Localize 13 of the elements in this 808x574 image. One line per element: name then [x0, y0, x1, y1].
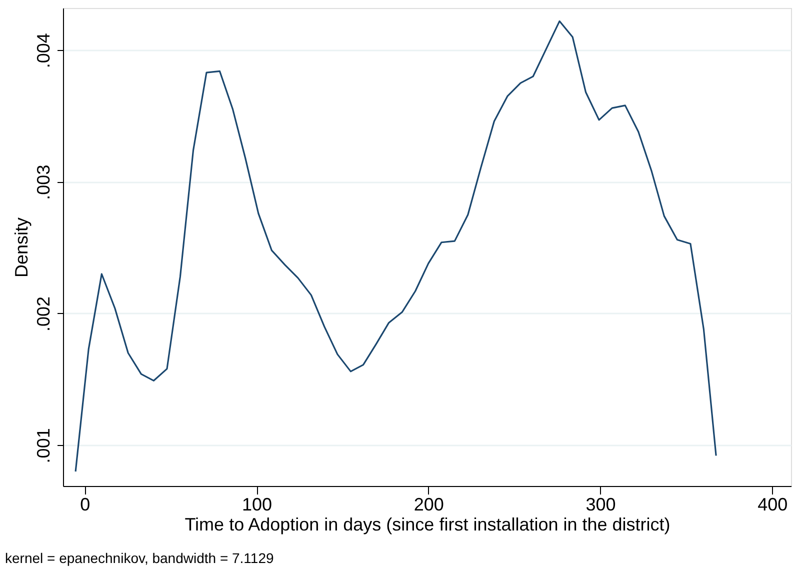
- x-tick-label: 100: [242, 494, 272, 514]
- y-tick-label: .004: [34, 33, 54, 68]
- text: kernel = epanechnikov, bandwidth = 7.1129: [5, 550, 274, 566]
- x-tick-label: 400: [758, 494, 788, 514]
- line-series: [74, 20, 717, 472]
- y-tick-label: .003: [34, 164, 54, 200]
- y-axis-title: Density: [12, 217, 32, 278]
- y-tick-label: .002: [34, 296, 54, 332]
- x-tick-label: 0: [80, 494, 90, 514]
- x-tick-label: 200: [414, 494, 444, 514]
- x-tick-label: 300: [586, 494, 616, 514]
- y-tick-label: .001: [34, 428, 54, 464]
- x-axis-title: Time to Adoption in days (since first installation in the district): [184, 514, 670, 534]
